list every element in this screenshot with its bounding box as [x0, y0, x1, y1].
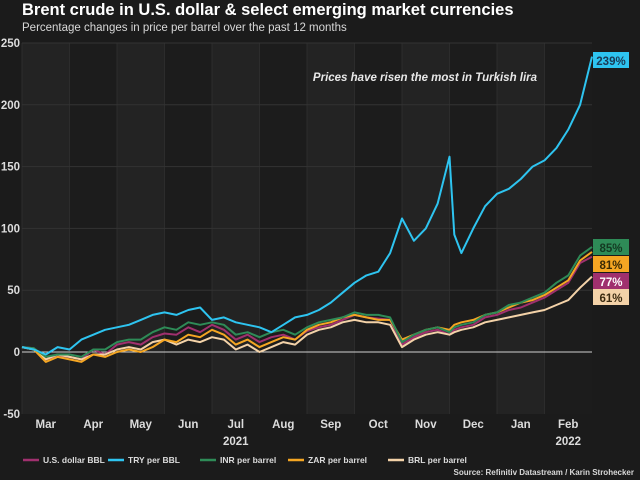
y-tick-label: -50 [3, 409, 20, 421]
series-line-try-per-bbl [21, 56, 593, 356]
y-tick-label: 200 [1, 100, 20, 112]
year-label: 2021 [223, 436, 249, 448]
x-tick-label: Mar [36, 419, 57, 431]
x-tick-label: May [130, 419, 153, 431]
series-line-u-s-dollar-bbl [21, 255, 593, 361]
legend-label: U.S. dollar BBL [43, 455, 105, 465]
legend-label: ZAR per barrel [308, 455, 367, 465]
legend-item: ZAR per barrel [288, 455, 367, 465]
end-label-box [593, 52, 629, 68]
end-label-box [593, 273, 629, 289]
series-line-inr-per-barrel [21, 246, 593, 358]
legend-label: INR per barrel [220, 455, 276, 465]
end-label-text: 81% [599, 260, 622, 272]
end-label: 239% [593, 52, 629, 68]
end-label-text: 239% [596, 56, 625, 68]
y-tick-label: 150 [1, 162, 20, 174]
legend-label: TRY per BBL [128, 455, 180, 465]
legend-item: U.S. dollar BBL [23, 455, 105, 465]
x-tick-label: Sep [320, 419, 341, 431]
end-label-box [593, 256, 629, 272]
series-line-brl-per-barrel [21, 275, 593, 361]
end-label-text: 85% [599, 243, 622, 255]
x-tick-label: Apr [83, 419, 103, 431]
chart-title: Brent crude in U.S. dollar & select emer… [22, 1, 514, 19]
end-label-box [593, 239, 629, 255]
y-tick-label: 50 [7, 285, 20, 297]
legend-item: INR per barrel [200, 455, 276, 465]
x-axis-ticks: Mar Apr May Jun Jul Aug Sep Oct Nov Dec Jan Feb 2021… [36, 419, 582, 448]
y-tick-label: 100 [1, 223, 20, 235]
x-tick-label: Dec [463, 419, 485, 431]
end-label: 77% [593, 273, 629, 289]
legend-item: BRL per barrel [388, 455, 467, 465]
y-tick-label: 250 [1, 38, 20, 50]
series-lines [21, 56, 593, 363]
y-axis-ticks: 250 200 150 100 50 0 -50 [1, 38, 20, 421]
end-label-text: 61% [599, 293, 622, 305]
source-note: Source: Refinitiv Datastream / Karin Str… [453, 468, 634, 477]
y-tick-label: 0 [14, 347, 20, 359]
x-tick-label: Feb [558, 419, 578, 431]
end-label-box [593, 289, 629, 305]
chart-subtitle: Percentage changes in price per barrel o… [22, 22, 347, 34]
end-labels: 77% 239% 85% 81% 61% [593, 52, 629, 305]
legend: U.S. dollar BBL TRY per BBL INR per barrel… [23, 455, 467, 465]
legend-item: TRY per BBL [108, 455, 180, 465]
x-tick-label: Jul [227, 419, 244, 431]
annotation: Prices have risen the most in Turkish li… [313, 72, 538, 84]
x-tick-label: Jan [511, 419, 531, 431]
x-tick-label: Nov [415, 419, 437, 431]
end-label: 85% [593, 239, 629, 255]
x-tick-label: Jun [178, 419, 198, 431]
year-label: 2022 [555, 436, 581, 448]
end-label-text: 77% [599, 277, 622, 289]
end-label: 61% [593, 289, 629, 305]
end-label: 81% [593, 256, 629, 272]
legend-label: BRL per barrel [408, 455, 467, 465]
x-tick-label: Aug [272, 419, 294, 431]
x-tick-label: Oct [369, 419, 388, 431]
